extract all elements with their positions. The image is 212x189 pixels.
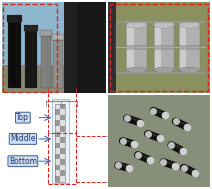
Bar — [55, 143, 60, 148]
Ellipse shape — [179, 67, 200, 73]
Bar — [55, 170, 60, 176]
Text: Top: Top — [17, 113, 29, 122]
Bar — [7, 15, 22, 22]
Bar — [126, 45, 147, 50]
Bar — [55, 148, 60, 154]
Bar — [2, 65, 106, 93]
Bar — [60, 104, 66, 109]
Bar — [154, 25, 174, 70]
Bar — [25, 31, 38, 88]
Text: Bottom: Bottom — [9, 157, 37, 166]
Bar — [60, 115, 66, 120]
Ellipse shape — [179, 21, 200, 28]
Bar — [60, 148, 66, 154]
Bar — [60, 132, 66, 137]
Bar — [154, 45, 174, 50]
Bar — [55, 176, 60, 182]
Bar — [55, 165, 60, 170]
Bar — [127, 26, 134, 68]
Bar — [55, 126, 60, 132]
Bar — [24, 25, 38, 31]
Bar — [55, 132, 60, 137]
Bar — [108, 2, 116, 93]
Bar — [53, 40, 63, 88]
Bar — [3, 4, 57, 92]
Bar — [60, 137, 66, 143]
Ellipse shape — [154, 21, 174, 28]
Text: Middle: Middle — [10, 134, 36, 143]
Ellipse shape — [154, 67, 174, 73]
Ellipse shape — [126, 21, 147, 28]
Bar — [60, 165, 66, 170]
Bar — [55, 104, 60, 109]
Bar — [180, 26, 187, 68]
Bar — [52, 34, 64, 40]
Bar — [2, 2, 106, 65]
Bar — [8, 22, 21, 88]
Bar — [179, 45, 200, 50]
Bar — [60, 126, 66, 132]
Bar — [60, 159, 66, 165]
Bar — [64, 2, 108, 93]
Bar — [60, 176, 66, 182]
Bar — [60, 154, 66, 159]
Bar — [179, 25, 200, 70]
Bar — [60, 120, 66, 126]
Bar — [77, 2, 108, 93]
Bar — [126, 25, 147, 70]
Bar — [40, 36, 51, 88]
Bar — [55, 104, 66, 182]
Bar — [48, 133, 76, 184]
Bar — [39, 30, 52, 36]
Bar — [55, 109, 60, 115]
Bar — [60, 143, 66, 148]
Bar — [60, 170, 66, 176]
Ellipse shape — [126, 67, 147, 73]
Bar — [55, 159, 60, 165]
Bar — [55, 154, 60, 159]
Bar — [52, 99, 69, 183]
Bar — [55, 120, 60, 126]
Bar — [155, 26, 161, 68]
Bar — [55, 115, 60, 120]
Bar — [60, 109, 66, 115]
Bar — [55, 137, 60, 143]
